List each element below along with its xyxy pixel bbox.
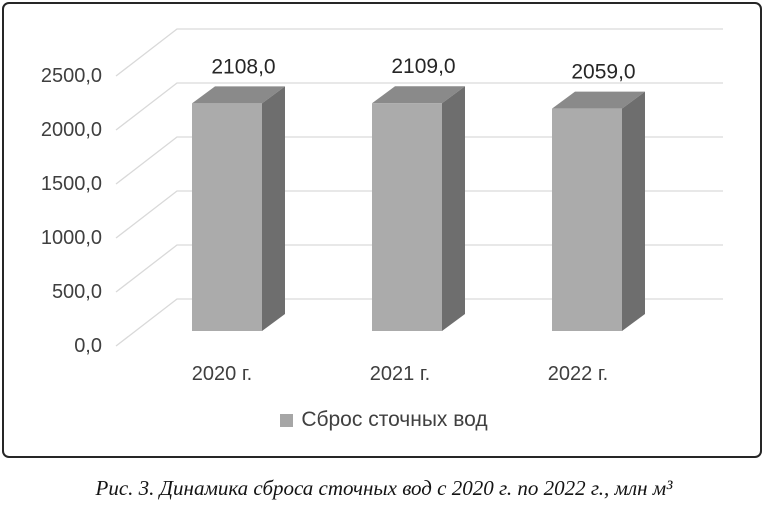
x-axis-category-label: 2022 г. <box>548 363 608 385</box>
legend-label: Сброс сточных вод <box>301 408 488 431</box>
bar-top-face <box>192 86 285 104</box>
bar-front-face <box>192 103 262 331</box>
bar-front-face <box>552 108 622 332</box>
bar-top-face <box>372 86 465 104</box>
bar-data-label: 2108,0 <box>211 55 275 78</box>
bar-data-label: 2059,0 <box>571 61 635 84</box>
legend-marker-icon <box>280 413 294 427</box>
bar-side-face <box>622 91 645 332</box>
chart-canvas: 0,0 500,0 1000,0 1500,0 2000,0 2500,0 2108,0 21… <box>41 28 723 385</box>
y-axis-tick-label: 1000,0 <box>41 227 102 249</box>
x-axis-category-label: 2021 г. <box>370 363 430 385</box>
bar-top-face <box>552 91 645 109</box>
y-axis-tick-label: 1500,0 <box>41 173 102 195</box>
bar-side-face <box>262 86 285 331</box>
figure-caption: Рис. 3. Динамика сброса сточных вод с 20… <box>95 476 673 500</box>
bar-side-face <box>442 86 465 331</box>
gridline <box>115 82 723 131</box>
gridline <box>115 190 723 239</box>
legend: Сброс сточных вод <box>0 406 768 434</box>
y-axis-tick-label: 2500,0 <box>41 65 102 87</box>
y-axis-tick-label: 0,0 <box>74 335 102 357</box>
bar-data-label: 2109,0 <box>391 55 455 78</box>
y-axis-tick-label: 2000,0 <box>41 119 102 141</box>
gridline <box>115 244 723 293</box>
x-axis-category-label: 2020 г. <box>192 363 252 385</box>
gridline <box>115 28 723 77</box>
bar-front-face <box>372 103 442 331</box>
gridline <box>115 136 723 185</box>
y-axis-tick-label: 500,0 <box>52 281 102 303</box>
gridline <box>115 298 723 347</box>
